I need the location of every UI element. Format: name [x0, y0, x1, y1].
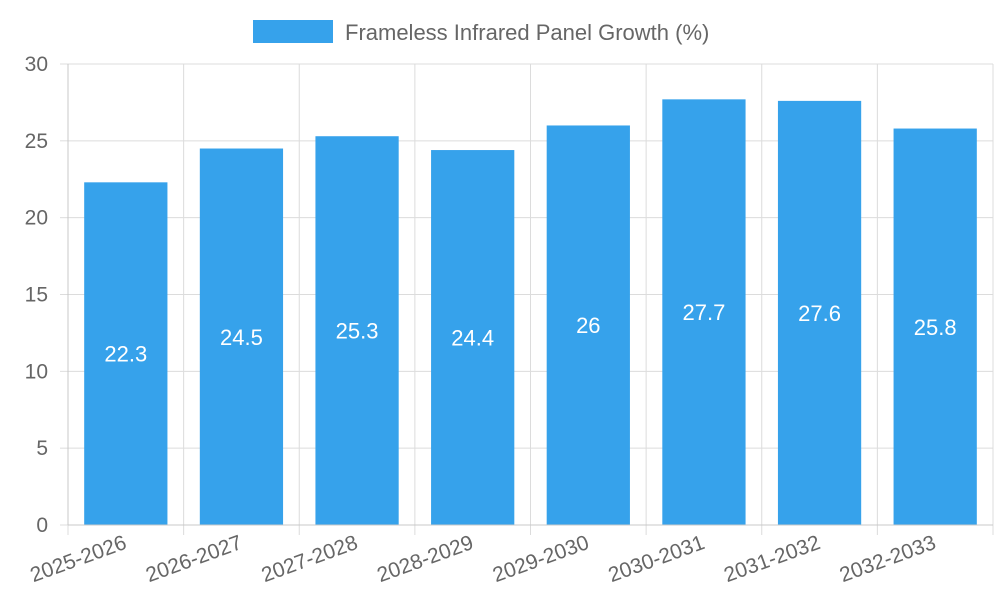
- y-tick-label: 0: [36, 514, 48, 537]
- bars: [84, 99, 977, 526]
- data-label: 27.6: [798, 301, 841, 326]
- x-tick-label: 2029-2030: [490, 531, 592, 587]
- bar: [315, 136, 399, 525]
- data-label: 26: [576, 313, 600, 338]
- x-tick-label: 2031-2032: [721, 531, 823, 587]
- bar: [893, 128, 977, 526]
- bar: [546, 125, 630, 525]
- data-label: 25.3: [336, 319, 379, 344]
- x-tick-label: 2025-2026: [27, 531, 129, 587]
- y-tick-label: 30: [25, 53, 48, 76]
- y-tick-label: 5: [36, 437, 48, 460]
- data-label: 25.8: [914, 315, 957, 340]
- y-tick-label: 25: [25, 130, 48, 153]
- bar: [199, 148, 284, 525]
- x-tick-label: 2026-2027: [143, 531, 245, 587]
- x-tick-label: 2032-2033: [837, 531, 939, 587]
- y-tick-label: 10: [25, 360, 48, 383]
- data-label: 27.7: [683, 300, 726, 325]
- legend-swatch: [253, 20, 333, 43]
- legend-label: Frameless Infrared Panel Growth (%): [345, 20, 709, 45]
- axes: [67, 64, 993, 526]
- y-tick-label: 20: [25, 207, 48, 230]
- data-label: 24.4: [451, 326, 494, 351]
- bar: [84, 182, 168, 525]
- bar: [662, 99, 746, 526]
- bar: [777, 100, 862, 525]
- data-label: 22.3: [104, 342, 147, 367]
- x-tick-label: 2028-2029: [374, 531, 476, 587]
- bar: [431, 150, 515, 525]
- legend[interactable]: Frameless Infrared Panel Growth (%): [253, 20, 709, 45]
- data-label: 24.5: [220, 325, 263, 350]
- x-tick-label: 2030-2031: [605, 531, 707, 587]
- x-tick-label: 2027-2028: [259, 531, 361, 587]
- y-tick-label: 15: [25, 284, 48, 307]
